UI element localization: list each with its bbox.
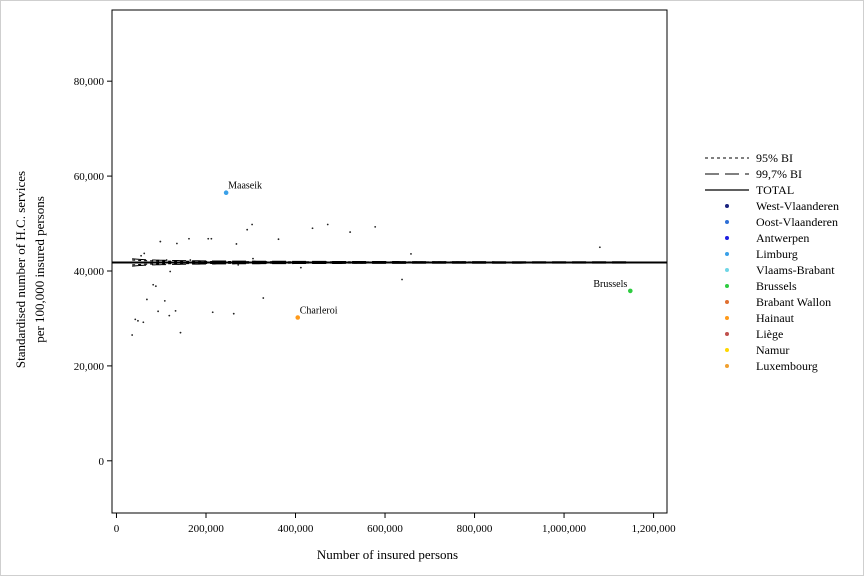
y-axis-title-line1: Standardised number of H.C. services (13, 171, 28, 368)
point-label-charleroi: Charleroi (300, 305, 338, 316)
data-point (179, 331, 182, 334)
legend-label-band-0: 95% BI (756, 151, 793, 165)
data-point (237, 263, 240, 266)
legend-label-region: Limburg (756, 247, 798, 261)
data-point (134, 318, 137, 321)
y-tick-label: 0 (99, 456, 105, 468)
data-point (157, 310, 160, 313)
legend-marker-region (725, 300, 729, 304)
data-point (175, 242, 178, 245)
y-tick-label: 80,000 (74, 76, 105, 88)
data-point (169, 270, 172, 273)
data-point (207, 237, 210, 240)
legend-marker-region (725, 348, 729, 352)
x-tick-label: 0 (114, 523, 120, 535)
legend-marker-region (725, 364, 729, 368)
point-label-maaseik: Maaseik (228, 181, 262, 192)
data-point (235, 243, 238, 245)
y-tick-label: 40,000 (74, 266, 105, 278)
data-point (262, 297, 265, 299)
data-point (163, 299, 166, 302)
data-point (401, 278, 403, 281)
legend-label-band-1: 99,7% BI (756, 167, 802, 181)
legend-label-region: Oost-Vlaanderen (756, 215, 838, 229)
data-point (146, 298, 148, 301)
data-point (131, 334, 134, 336)
data-point (349, 231, 352, 233)
data-point (598, 246, 601, 249)
x-tick-label: 1,200,000 (632, 523, 677, 535)
data-point (174, 309, 177, 312)
data-point (374, 225, 377, 228)
y-tick-label: 20,000 (74, 361, 105, 373)
data-point (232, 312, 235, 315)
labeled-point-maaseik (223, 190, 229, 195)
point-label-brussels: Brussels (593, 279, 627, 290)
data-point (188, 237, 190, 240)
data-point (410, 253, 412, 255)
x-tick-label: 800,000 (457, 523, 493, 535)
legend-marker-region (725, 204, 729, 208)
data-point (311, 227, 314, 230)
legend-label-region: Namur (756, 343, 789, 357)
legend-label-region: Hainaut (756, 311, 795, 325)
data-point (168, 314, 171, 317)
plot-area (112, 190, 667, 336)
data-point (251, 223, 253, 226)
data-point (246, 228, 249, 231)
x-tick-label: 600,000 (367, 523, 403, 535)
legend-marker-region (725, 252, 729, 256)
legend-label-region: Brussels (756, 279, 797, 293)
labeled-point-charleroi (295, 315, 301, 320)
y-axis-title-line2: per 100,000 insured persons (32, 196, 47, 343)
legend-marker-region (725, 332, 729, 336)
legend-label-region: Vlaams-Brabant (756, 263, 835, 277)
data-point (165, 259, 168, 261)
data-point (211, 311, 214, 314)
data-point (140, 254, 142, 257)
data-point (143, 252, 146, 255)
data-point (142, 321, 145, 324)
data-point (210, 237, 213, 240)
x-tick-label: 1,000,000 (542, 523, 587, 535)
legend-marker-region (725, 316, 729, 320)
legend-label-region: Antwerpen (756, 231, 809, 245)
labeled-point-brussels (627, 288, 633, 294)
data-point (189, 259, 192, 261)
legend-label-region: Brabant Wallon (756, 295, 831, 309)
legend-marker-region (725, 220, 729, 224)
legend-label-total: TOTAL (756, 183, 794, 197)
x-tick-label: 400,000 (278, 523, 314, 535)
data-point (137, 319, 139, 322)
legend-label-region: Liège (756, 327, 783, 341)
data-point (154, 285, 157, 288)
data-point (252, 257, 254, 260)
data-point (326, 223, 329, 226)
legend-marker-region (725, 236, 729, 240)
y-tick-label: 60,000 (74, 171, 105, 183)
legend-marker-region (725, 284, 729, 288)
x-tick-label: 200,000 (188, 523, 224, 535)
data-point (299, 266, 302, 269)
data-point (277, 238, 280, 241)
data-point (152, 283, 155, 286)
data-point (159, 240, 162, 243)
legend-marker-region (725, 268, 729, 272)
x-axis-title: Number of insured persons (317, 547, 458, 562)
legend-label-region: Luxembourg (756, 359, 818, 373)
legend-label-region: West-Vlaanderen (756, 199, 839, 213)
